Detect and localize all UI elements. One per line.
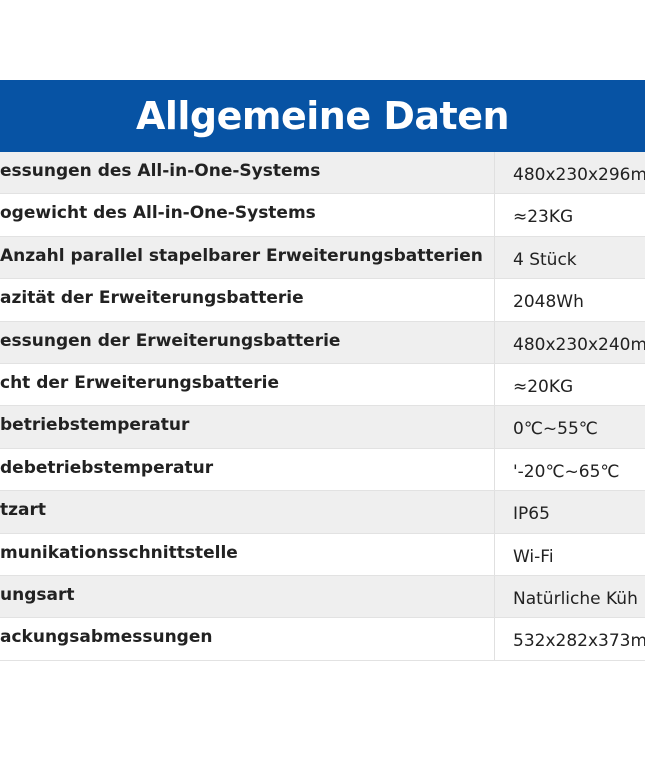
spec-label: ackungsabmessungen (0, 627, 213, 648)
table-row: azität der Erweiterungsbatterie 2048Wh (0, 279, 645, 322)
table-row: tzart IP65 (0, 491, 645, 534)
spec-value: 0℃~55℃ (513, 419, 598, 440)
table-header: Allgemeine Daten (0, 80, 645, 152)
column-divider (494, 194, 495, 236)
spec-label: essungen des All-in-One-Systems (0, 161, 321, 181)
spec-label: essungen der Erweiterungsbatterie (0, 330, 341, 351)
column-divider (494, 575, 495, 618)
table-row: munikationsschnittstelle Wi-Fi (0, 533, 645, 576)
table-row: essungen der Erweiterungsbatterie 480x230… (0, 321, 645, 364)
column-divider (494, 236, 495, 279)
spec-label: azität der Erweiterungsbatterie (0, 288, 304, 309)
table-row: debetriebstemperatur '-20℃~65℃ (0, 448, 645, 492)
spec-label: munikationsschnittstelle (0, 542, 238, 563)
spec-value: 4 Stück (513, 249, 577, 270)
column-divider (494, 152, 495, 194)
spec-label: ungsart (0, 584, 75, 605)
spec-label: tzart (0, 500, 47, 521)
column-divider (494, 321, 495, 363)
column-divider (494, 533, 495, 575)
table-row: betriebstemperatur 0℃~55℃ (0, 406, 645, 449)
column-divider (494, 448, 495, 491)
column-divider (494, 363, 495, 406)
table-row: ackungsabmessungen 532x282x373m (0, 618, 645, 661)
column-divider (494, 491, 495, 533)
column-divider (494, 618, 495, 660)
table-row: ungsart Natürliche Küh (0, 575, 645, 619)
table-title: Allgemeine Daten (135, 94, 510, 138)
column-divider (494, 406, 495, 448)
spec-value: Wi-Fi (513, 546, 554, 567)
spec-value: '-20℃~65℃ (513, 461, 620, 482)
table-row: essungen des All-in-One-Systems 480x230x2… (0, 152, 645, 195)
spec-value: 480x230x296m (513, 165, 645, 185)
spec-label: betriebstemperatur (0, 415, 190, 436)
column-divider (494, 279, 495, 321)
spec-label: cht der Erweiterungsbatterie (0, 372, 279, 393)
spec-table: essungen des All-in-One-Systems 480x230x2… (0, 152, 645, 661)
spec-value: ≈23KG (513, 207, 574, 228)
spec-value: IP65 (513, 504, 550, 525)
spec-value: ≈20KG (513, 376, 574, 397)
spec-value: 480x230x240m (513, 334, 645, 355)
spec-value: 532x282x373m (513, 631, 645, 652)
spec-value: 2048Wh (513, 292, 584, 313)
spec-label: Anzahl parallel stapelbarer Erweiterungs… (0, 245, 483, 266)
table-row: Anzahl parallel stapelbarer Erweiterungs… (0, 236, 645, 280)
table-row: cht der Erweiterungsbatterie ≈20KG (0, 363, 645, 407)
spec-label: ogewicht des All-in-One-Systems (0, 203, 316, 224)
table-row: ogewicht des All-in-One-Systems ≈23KG (0, 194, 645, 237)
spec-value: Natürliche Küh (513, 588, 638, 609)
spec-label: debetriebstemperatur (0, 457, 214, 478)
